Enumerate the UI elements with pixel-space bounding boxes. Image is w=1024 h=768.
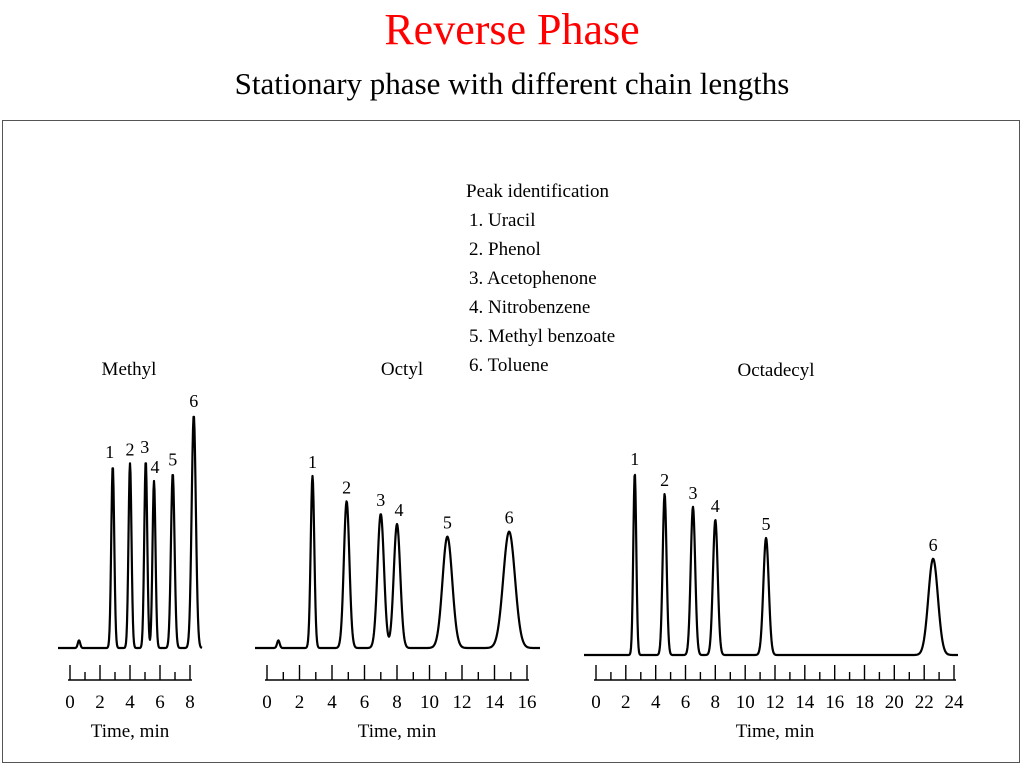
panel-title-octyl: Octyl: [381, 359, 423, 380]
peak-label-octadecyl-1: 1: [630, 449, 639, 469]
slide-title: Reverse Phase: [384, 5, 640, 54]
tick-label-octyl-2: 2: [295, 692, 305, 713]
peak-label-octadecyl-4: 4: [711, 496, 720, 516]
tick-label-octadecyl-6: 6: [681, 692, 691, 713]
tick-label-methyl-6: 6: [155, 692, 165, 713]
tick-label-octyl-14: 14: [485, 692, 505, 713]
tick-label-methyl-4: 4: [125, 692, 135, 713]
tick-label-octadecyl-14: 14: [795, 692, 815, 713]
peak-label-octadecyl-6: 6: [929, 535, 938, 555]
peak-label-methyl-6: 6: [189, 391, 198, 411]
trace-octyl: [254, 474, 541, 650]
tick-label-octyl-0: 0: [262, 692, 272, 713]
peak-label-octyl-4: 4: [395, 500, 404, 520]
tick-label-octyl-4: 4: [327, 692, 337, 713]
tick-label-methyl-8: 8: [185, 692, 195, 713]
tick-label-octadecyl-20: 20: [885, 692, 904, 713]
tick-label-octyl-10: 10: [420, 692, 439, 713]
peak-label-methyl-5: 5: [168, 449, 177, 469]
panel-title-methyl: Methyl: [102, 359, 157, 380]
peak-label-octyl-3: 3: [376, 490, 385, 510]
trace-methyl: [57, 415, 203, 650]
peak-label-octyl-6: 6: [505, 508, 514, 528]
legend-item-methyl-benzoate: 5. Methyl benzoate: [469, 326, 616, 347]
x-axis-label-octyl: Time, min: [358, 721, 437, 742]
tick-label-octadecyl-24: 24: [945, 692, 965, 713]
tick-label-octyl-6: 6: [360, 692, 370, 713]
panel-title-octadecyl: Octadecyl: [737, 360, 814, 381]
legend-item-nitrobenzene: 4. Nitrobenzene: [469, 297, 591, 318]
tick-label-octadecyl-8: 8: [711, 692, 721, 713]
legend-item-phenol: 2. Phenol: [469, 239, 541, 260]
trace-octadecyl: [583, 473, 959, 657]
tick-label-octyl-12: 12: [453, 692, 472, 713]
legend-item-uracil: 1. Uracil: [469, 210, 536, 231]
tick-label-octadecyl-2: 2: [621, 692, 631, 713]
peak-label-octadecyl-5: 5: [762, 514, 771, 534]
tick-label-octyl-8: 8: [392, 692, 402, 713]
peak-identification-legend: Peak identification 1. Uracil 2. Phenol …: [466, 177, 615, 380]
tick-label-octadecyl-16: 16: [825, 692, 844, 713]
peak-label-octyl-5: 5: [443, 513, 452, 533]
x-axis-label-octadecyl: Time, min: [736, 721, 815, 742]
legend-title: Peak identification: [466, 181, 609, 202]
peak-label-methyl-1: 1: [105, 442, 114, 462]
tick-label-octadecyl-22: 22: [915, 692, 934, 713]
peak-label-octadecyl-3: 3: [689, 483, 698, 503]
peak-label-methyl-2: 2: [126, 439, 135, 459]
tick-label-octadecyl-4: 4: [651, 692, 661, 713]
peak-label-octadecyl-2: 2: [660, 470, 669, 490]
x-axis-label-methyl: Time, min: [91, 721, 170, 742]
tick-label-octadecyl-12: 12: [766, 692, 785, 713]
slide-subtitle: Stationary phase with different chain le…: [234, 66, 790, 101]
peak-label-octyl-2: 2: [342, 477, 351, 497]
peak-label-methyl-4: 4: [151, 457, 160, 477]
tick-label-octadecyl-18: 18: [855, 692, 874, 713]
tick-label-methyl-0: 0: [65, 692, 75, 713]
tick-label-methyl-2: 2: [95, 692, 105, 713]
tick-label-octadecyl-10: 10: [736, 692, 755, 713]
peak-label-methyl-3: 3: [140, 437, 149, 457]
tick-label-octyl-16: 16: [518, 692, 537, 713]
legend-item-toluene: 6. Toluene: [469, 355, 549, 376]
tick-label-octadecyl-0: 0: [591, 692, 601, 713]
legend-item-acetophenone: 3. Acetophenone: [469, 268, 597, 289]
peak-label-octyl-1: 1: [308, 452, 317, 472]
